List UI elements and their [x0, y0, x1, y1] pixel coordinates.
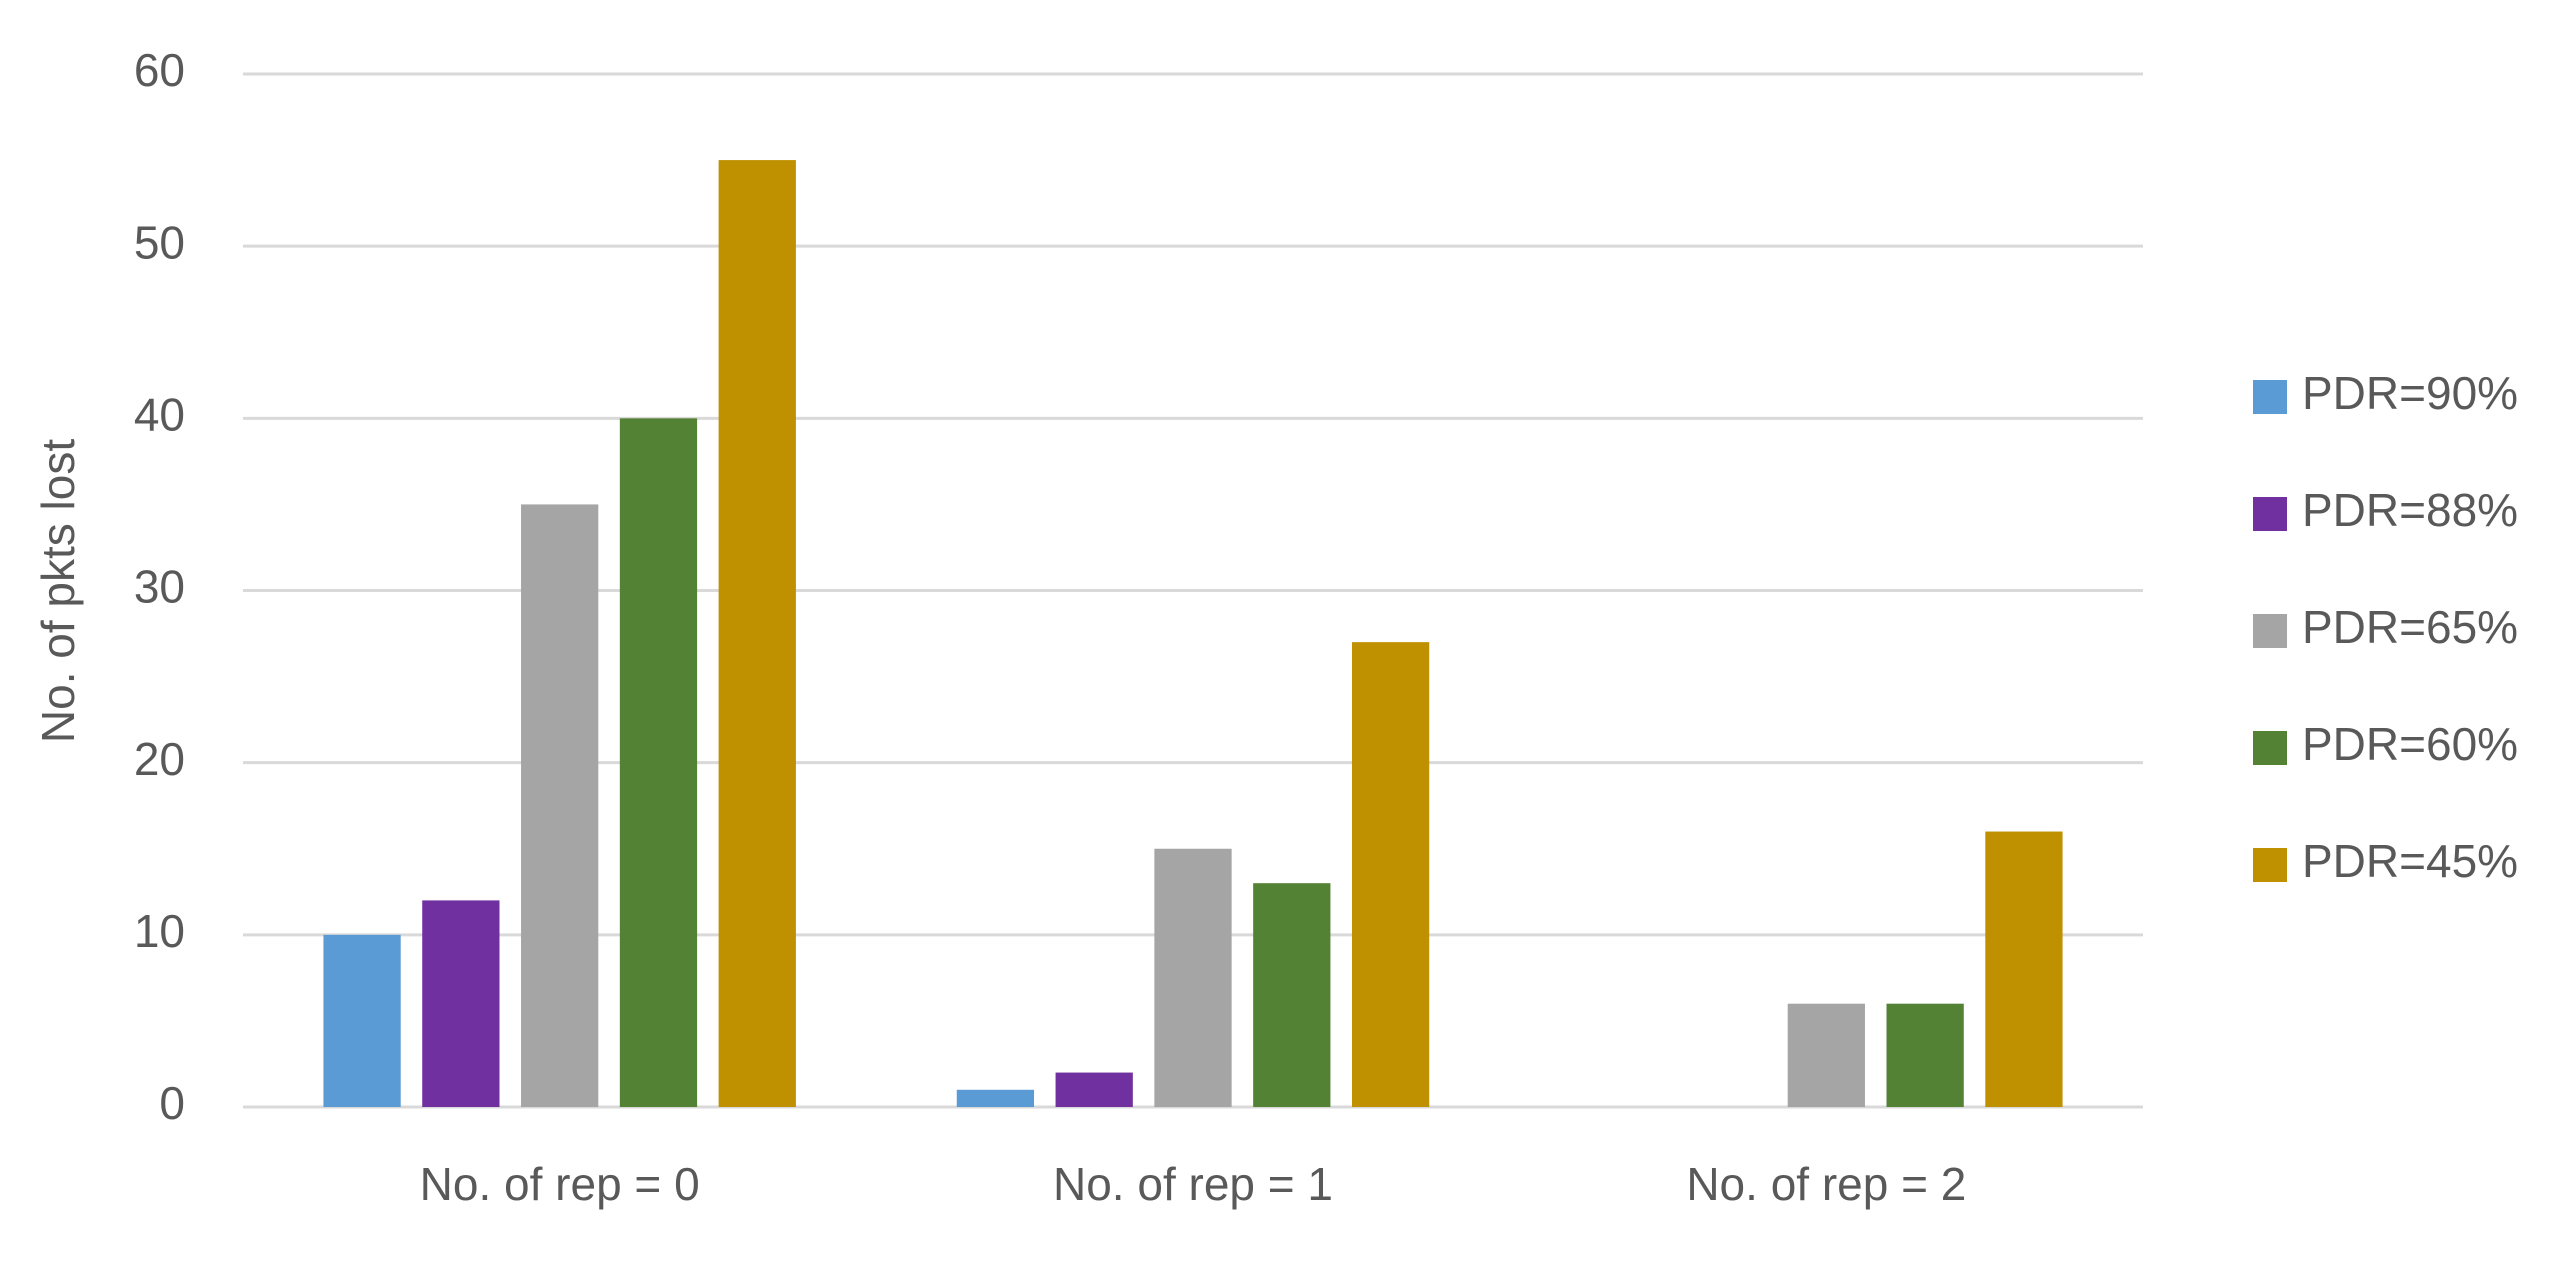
bar	[1351, 642, 1430, 1107]
bar	[1253, 883, 1331, 1107]
legend-label: PDR=45%	[2302, 835, 2518, 887]
y-tick-label: 40	[134, 388, 185, 440]
bar	[521, 504, 599, 1108]
bar	[1985, 831, 2063, 1107]
y-tick-label: 0	[159, 1077, 185, 1129]
legend-label: PDR=60%	[2302, 718, 2518, 770]
x-tick-label: No. of rep = 1	[1053, 1158, 1333, 1210]
bar	[718, 160, 796, 1108]
legend-swatch	[2253, 380, 2287, 414]
bar	[1787, 1003, 1865, 1107]
bar	[1154, 848, 1232, 1107]
bar	[422, 900, 500, 1107]
legend-swatch	[2253, 614, 2287, 648]
x-tick-label: No. of rep = 0	[420, 1158, 700, 1210]
legend-swatch	[2253, 731, 2287, 765]
x-tick-label: No. of rep = 2	[1686, 1158, 1966, 1210]
y-tick-label: 60	[134, 44, 185, 96]
legend-swatch	[2253, 497, 2287, 531]
legend-label: PDR=65%	[2302, 601, 2518, 653]
y-tick-label: 30	[134, 561, 185, 613]
legend-swatch	[2253, 848, 2287, 882]
y-axis-title: No. of pkts lost	[32, 439, 84, 743]
y-tick-label: 50	[134, 216, 185, 268]
bar	[956, 1089, 1035, 1107]
bar	[323, 934, 401, 1107]
bar	[1055, 1072, 1133, 1107]
bar	[1886, 1003, 1964, 1107]
bar	[619, 418, 698, 1107]
legend-label: PDR=88%	[2302, 484, 2518, 536]
y-tick-label: 20	[134, 733, 185, 785]
y-tick-label: 10	[134, 905, 185, 957]
legend-label: PDR=90%	[2302, 367, 2518, 419]
